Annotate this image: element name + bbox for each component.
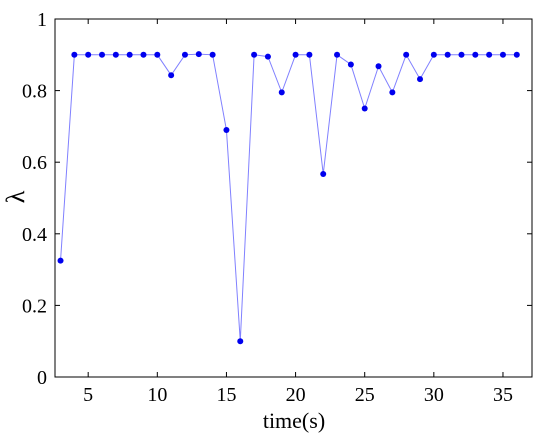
data-point [499, 51, 506, 58]
data-point [444, 51, 451, 58]
data-point [278, 89, 285, 96]
plot-background [55, 19, 532, 377]
data-point [320, 171, 327, 178]
x-tick-label: 20 [286, 384, 306, 406]
data-point [223, 126, 230, 133]
data-point [334, 51, 341, 58]
y-axis-label-symbol: λ [1, 190, 30, 203]
x-tick-label: 5 [83, 384, 93, 406]
data-point [181, 51, 188, 58]
data-point [292, 51, 299, 58]
x-tick-label: 30 [424, 384, 444, 406]
x-tick-label: 25 [355, 384, 375, 406]
data-point [140, 51, 147, 58]
y-axis-label-accent: ~ [0, 190, 12, 204]
y-axis-label: λ ~ [0, 190, 30, 204]
data-point [99, 51, 106, 58]
data-point [361, 105, 368, 112]
data-point [375, 63, 382, 70]
data-point [251, 51, 258, 58]
y-tick-label: 0.6 [22, 152, 47, 174]
data-point [85, 51, 92, 58]
data-point [306, 51, 313, 58]
series-layer [60, 53, 517, 342]
y-tick-label: 0.8 [22, 81, 47, 103]
x-tick-label: 35 [493, 384, 513, 406]
x-axis-label: time(s) [263, 408, 325, 433]
data-point [486, 51, 493, 58]
data-point [430, 51, 437, 58]
data-point [168, 72, 175, 79]
data-point [126, 51, 133, 58]
data-point [237, 338, 244, 345]
data-point [71, 51, 78, 58]
data-point [264, 53, 271, 60]
y-tick-label: 1 [37, 9, 47, 31]
y-tick-label: 0 [37, 367, 47, 389]
data-point [472, 51, 479, 58]
data-point [112, 51, 119, 58]
data-point [209, 51, 216, 58]
marker-layer [57, 51, 520, 345]
plot-frame [54, 18, 533, 378]
x-tick-label: 15 [216, 384, 236, 406]
data-point [403, 51, 410, 58]
data-point [195, 51, 202, 58]
data-point [417, 76, 424, 83]
data-point [458, 51, 465, 58]
data-point [154, 51, 161, 58]
data-point [389, 89, 396, 96]
y-axis: 0 0.2 0.4 0.6 0.8 1 [22, 9, 532, 389]
data-point [57, 257, 64, 264]
x-tick-label: 10 [147, 384, 167, 406]
series-line [60, 53, 517, 342]
data-point [347, 61, 354, 68]
y-tick-label: 0.2 [22, 295, 47, 317]
data-point [513, 51, 520, 58]
x-axis: 5 10 15 20 25 30 35 [83, 19, 513, 406]
y-tick-label: 0.4 [22, 224, 47, 246]
